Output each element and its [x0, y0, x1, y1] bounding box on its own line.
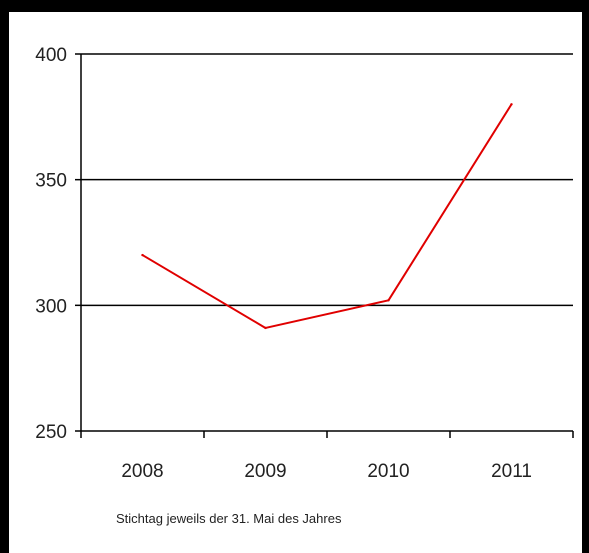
y-tick-label-300: 300: [35, 296, 67, 317]
data-point-2009: [264, 326, 267, 330]
chart-footnote: Stichtag jeweils der 31. Mai des Jahres: [116, 511, 342, 526]
y-tick-labels: 250 300 350 400: [35, 45, 67, 443]
x-tick-label-2009: 2009: [244, 461, 286, 482]
data-point-2008: [141, 253, 144, 257]
x-tick-label-2008: 2008: [121, 461, 163, 482]
series-lines: [141, 103, 513, 330]
data-point-2010: [387, 299, 390, 302]
x-tick-labels: 2008 2009 2010 2011: [121, 461, 532, 482]
y-tick-label-400: 400: [35, 45, 67, 66]
data-point-2011: [510, 103, 513, 106]
y-tick-label-350: 350: [35, 171, 67, 192]
series-line-0: [141, 103, 513, 329]
x-tick-label-2010: 2010: [367, 461, 409, 482]
x-tick-label-2011: 2011: [491, 461, 532, 482]
gridlines: [81, 53, 573, 307]
y-tick-label-250: 250: [35, 422, 67, 443]
axes: [75, 53, 574, 438]
